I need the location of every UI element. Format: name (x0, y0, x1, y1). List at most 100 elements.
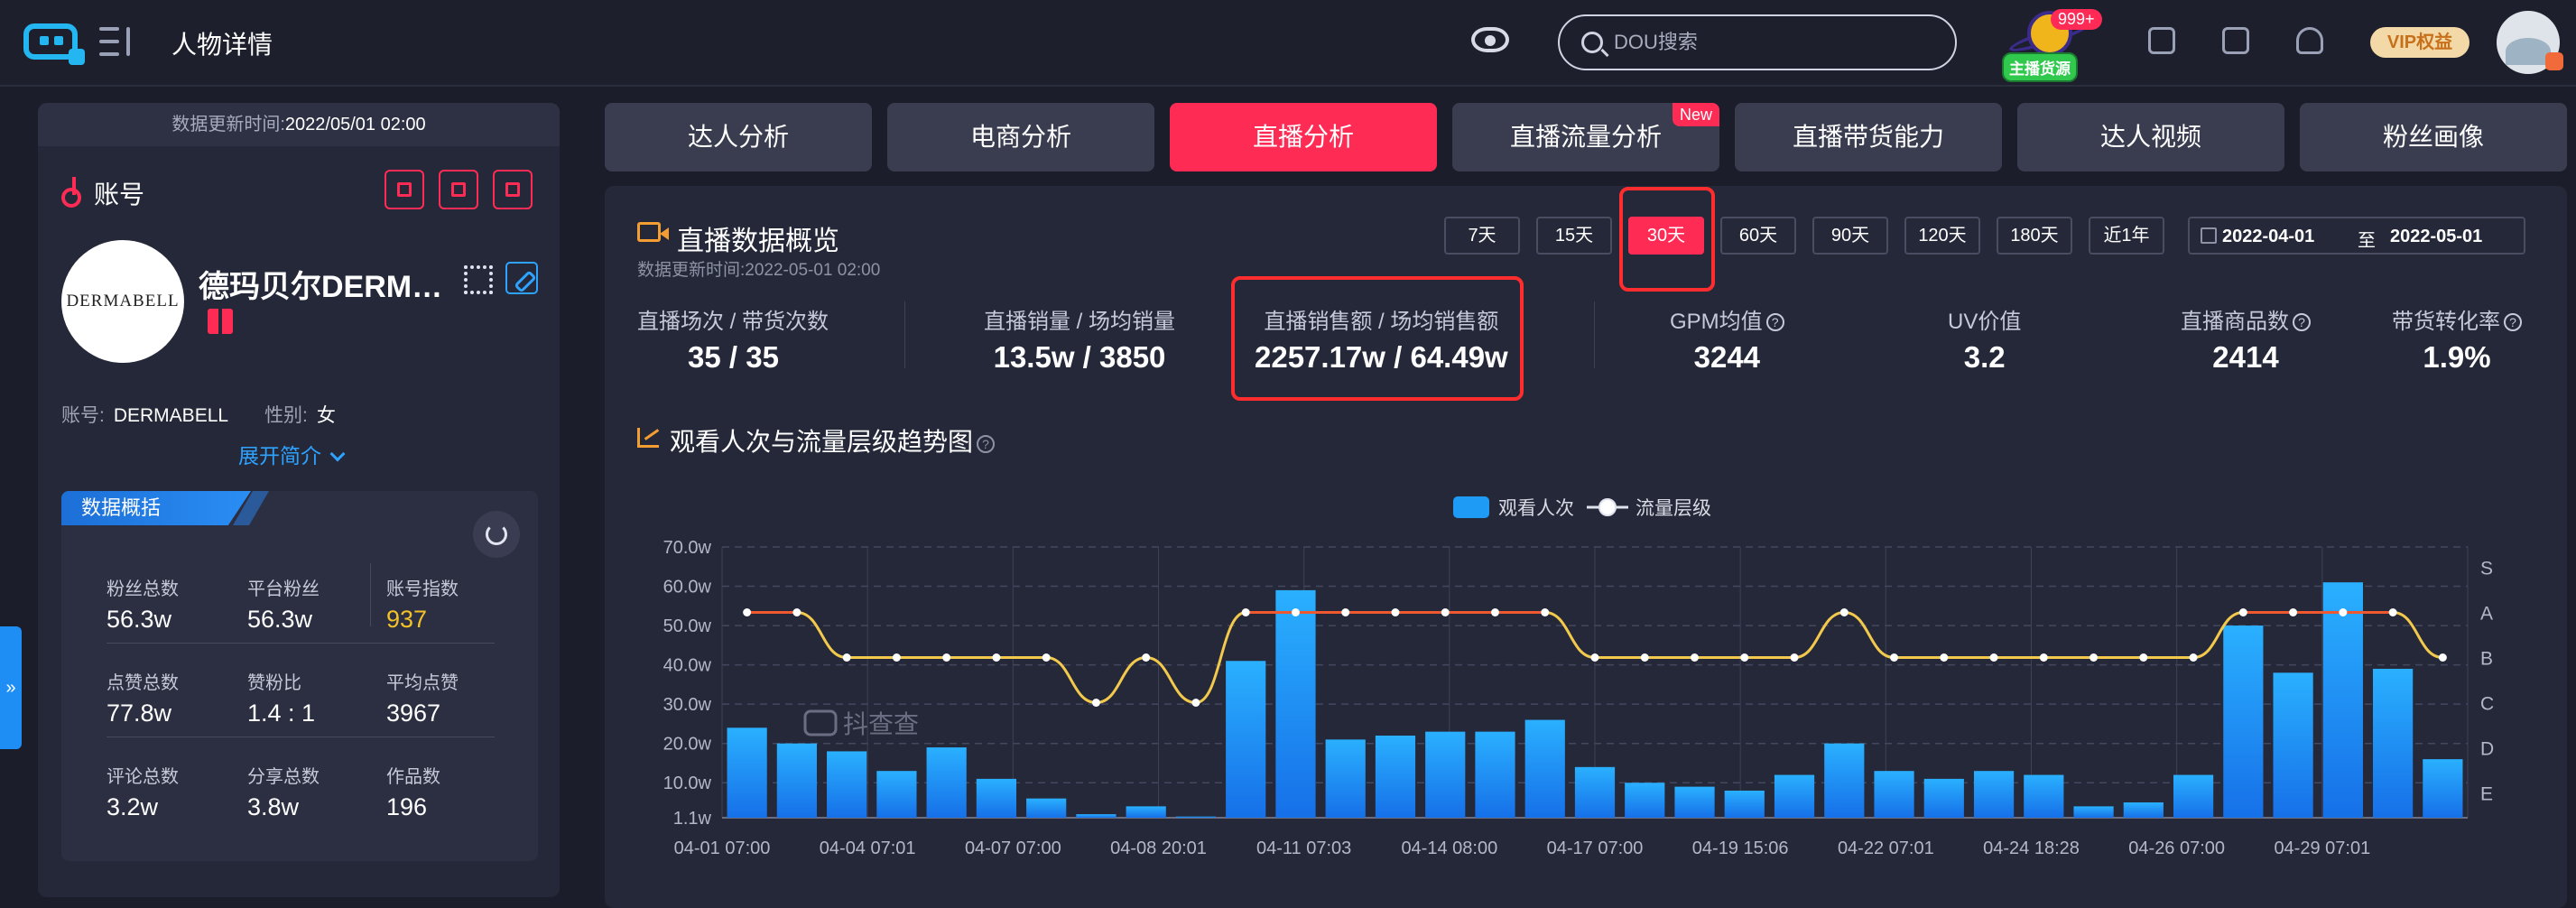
stat-avg-likes: 平均点赞 3967 (386, 673, 459, 727)
menu-icon[interactable] (99, 27, 130, 56)
traffic-level-segment (1046, 656, 1097, 704)
bar-views (1475, 731, 1515, 818)
tab-ecommerce-analysis[interactable]: 电商分析 (887, 103, 1154, 171)
range-60d[interactable]: 60天 (1720, 217, 1796, 255)
range-180d[interactable]: 180天 (1997, 217, 2072, 255)
app-logo-icon[interactable] (23, 23, 85, 65)
bar-views (1026, 798, 1067, 818)
help-icon[interactable]: ? (977, 435, 996, 453)
account-label: 账号 (94, 181, 145, 208)
range-7d[interactable]: 7天 (1444, 217, 1520, 255)
tab-live-traffic-analysis[interactable]: 直播流量分析 New (1452, 103, 1719, 171)
search-box[interactable] (1558, 14, 1957, 70)
bar-views (2123, 802, 2164, 818)
traffic-level-segment (1544, 611, 1596, 659)
traffic-level-point (1839, 608, 1849, 616)
traffic-level-point (1890, 653, 1899, 662)
y2-tick-label: C (2480, 694, 2494, 715)
traffic-level-point (1042, 653, 1051, 662)
date-separator: 至 (2358, 231, 2376, 251)
metric-uv-value: UV价值 3.2 (1948, 310, 2022, 374)
expand-bio-link[interactable]: 展开简介 (238, 439, 346, 469)
x-tick-label: 04-04 07:01 (820, 839, 916, 858)
refresh-icon[interactable] (473, 511, 520, 558)
link-icon[interactable] (505, 262, 538, 294)
tab-influencer-videos[interactable]: 达人视频 (2017, 103, 2284, 171)
traffic-level-point (892, 653, 901, 662)
bar-views (1625, 783, 1665, 818)
x-tick-label: 04-11 07:03 (1256, 839, 1351, 858)
traffic-level-point (2090, 653, 2099, 662)
calendar-icon (2201, 227, 2217, 244)
traffic-level-point (1490, 608, 1499, 616)
bar-views (1824, 743, 1865, 818)
traffic-level-segment (1844, 611, 1895, 659)
y2-tick-label: E (2480, 784, 2493, 805)
bar-views (2273, 672, 2313, 818)
vip-button[interactable]: VIP权益 (2370, 27, 2469, 58)
qr-code-icon[interactable] (464, 265, 493, 294)
y2-tick-label: S (2480, 559, 2493, 579)
user-avatar[interactable] (2497, 11, 2560, 74)
traffic-level-point (1740, 653, 1749, 662)
notification-count: 999+ (2051, 9, 2102, 30)
y-tick-label: 10.0w (663, 774, 712, 793)
bar-views (1724, 790, 1765, 818)
help-icon[interactable]: ? (1765, 313, 1784, 331)
eye-icon[interactable] (1471, 27, 1509, 52)
shop-avatar[interactable]: DERMABELL (61, 240, 184, 363)
range-15d[interactable]: 15天 (1536, 217, 1612, 255)
stat-comments-total: 评论总数 3.2w (107, 767, 179, 820)
open-external-button[interactable] (493, 170, 533, 209)
tab-live-analysis[interactable]: 直播分析 (1170, 103, 1437, 171)
document-icon[interactable] (2222, 27, 2249, 54)
date-range-picker[interactable]: 2022-04-01 至 2022-05-01 (2188, 217, 2525, 255)
y2-tick-label: D (2480, 739, 2494, 760)
tab-live-selling-ability[interactable]: 直播带货能力 (1735, 103, 2002, 171)
y-tick-label: 70.0w (663, 538, 712, 558)
account-id-label: 账号: (61, 405, 105, 426)
traffic-level-point (1142, 653, 1151, 662)
stat-divider (370, 563, 371, 626)
gender-value: 女 (316, 405, 336, 426)
anchor-supply-badge[interactable]: 999+ 主播货源 (2000, 5, 2102, 82)
range-90d[interactable]: 90天 (1812, 217, 1888, 255)
range-30d[interactable]: 30天 (1628, 217, 1704, 255)
bookmark-icon (397, 182, 412, 197)
stat-row-divider (107, 643, 495, 644)
stat-likes-total: 点赞总数 77.8w (107, 673, 179, 727)
gift-icon (208, 309, 233, 334)
bar-views (1126, 806, 1166, 818)
tab-fan-profile[interactable]: 粉丝画像 (2300, 103, 2567, 171)
bar-views (1874, 771, 1914, 818)
collect-button[interactable] (385, 170, 424, 209)
tab-influencer-analysis[interactable]: 达人分析 (605, 103, 872, 171)
x-tick-label: 04-01 07:00 (674, 839, 771, 858)
traffic-level-point (992, 653, 1001, 662)
highlight-range-box (1619, 187, 1715, 292)
range-1y[interactable]: 近1年 (2089, 217, 2164, 255)
help-icon[interactable]: ? (2504, 313, 2522, 331)
user-level-icon (2545, 52, 2563, 70)
traffic-level-point (1441, 608, 1450, 616)
x-tick-label: 04-14 08:00 (1401, 839, 1497, 858)
headset-icon[interactable] (2296, 27, 2323, 54)
legend-bar-swatch (1453, 496, 1489, 518)
stat-like-fan-ratio: 赞粉比 1.4 : 1 (247, 673, 316, 727)
help-icon[interactable]: ? (2293, 313, 2311, 331)
x-tick-label: 04-26 07:00 (2128, 839, 2225, 858)
bar-views (2223, 625, 2264, 818)
trend-title: 观看人次与流量层级趋势图? (637, 422, 996, 459)
bar-views (2423, 759, 2463, 818)
download-button[interactable] (439, 170, 478, 209)
new-badge: New (1672, 103, 1719, 126)
side-expand-button[interactable]: » (0, 626, 22, 749)
y2-tick-label: A (2480, 604, 2493, 625)
bar-views (2073, 806, 2114, 818)
traffic-level-point (1391, 608, 1400, 616)
printer-icon[interactable] (2148, 27, 2175, 54)
bar-views (926, 747, 967, 818)
range-120d[interactable]: 120天 (1904, 217, 1980, 255)
search-input[interactable] (1614, 29, 1939, 56)
traffic-level-point (1341, 608, 1350, 616)
